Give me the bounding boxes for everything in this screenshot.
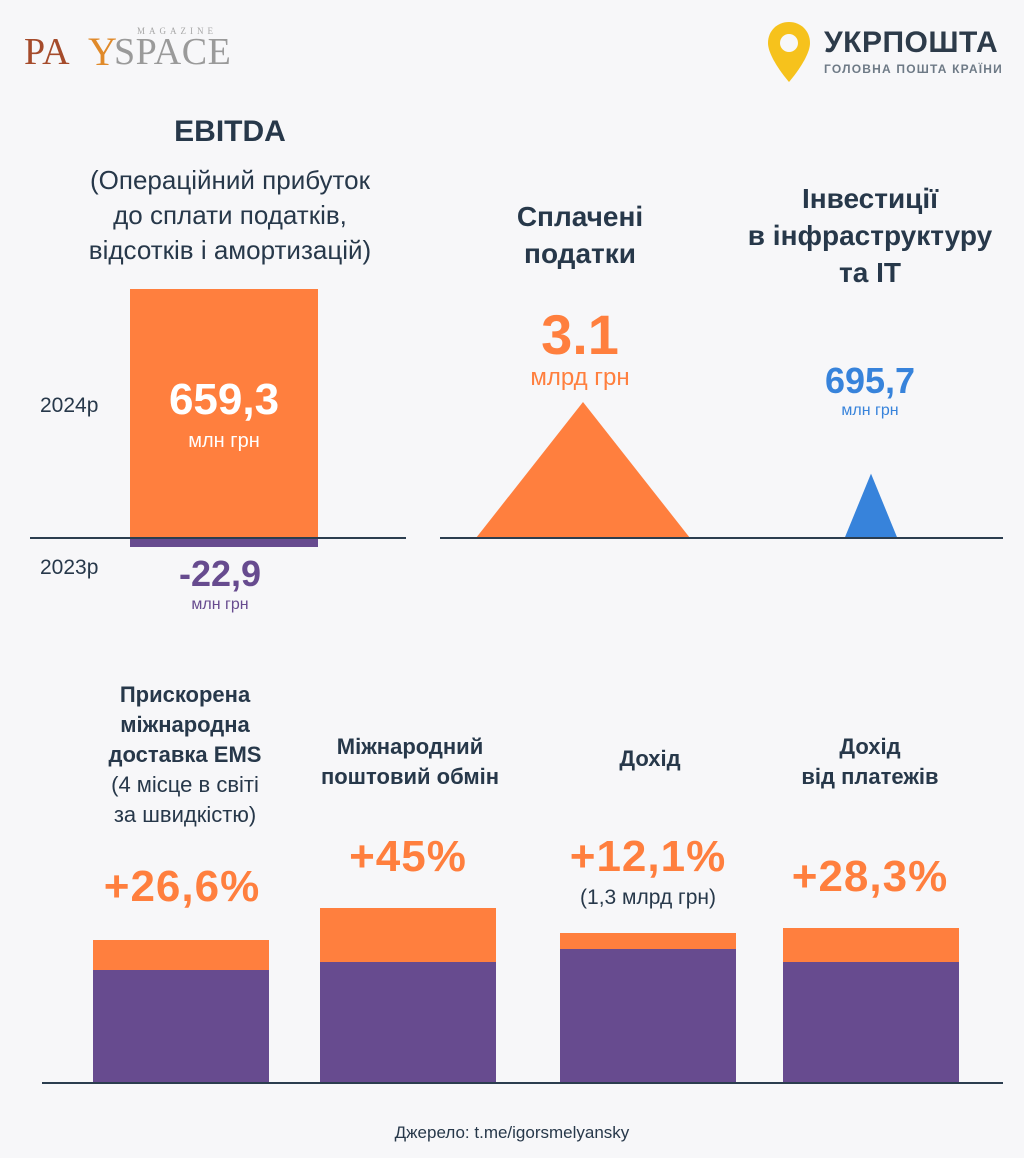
invest-title-line: в інфраструктуру [747,220,993,251]
ebitda-title: EBITDA [174,115,286,148]
ebitda-bar-2024 [130,289,318,538]
ems-title-line: доставка EMS [108,742,262,767]
payments-title-line: Дохід [839,734,901,759]
intl-mail-value: +45% [349,832,467,881]
invest-title-line: Інвестиції [801,183,939,214]
growth-bar-base [93,970,269,1082]
ebitda-unit-2024: млн грн [188,430,260,452]
ukrposhta-name: УКРПОШТА [824,26,999,59]
ebitda-value-2023: -22,9 [178,553,262,594]
growth-bar-increase [320,908,496,962]
ebitda-baseline [30,537,406,539]
ebitda-year-2024: 2024р [40,394,99,417]
bottom-baseline [42,1082,1003,1084]
payspace-logo-magazine: MAGAZINE [137,26,217,36]
growth-bar-increase [783,928,959,962]
ems-note-line: за швидкістю) [113,802,257,827]
revenue-value: +12,1% [569,832,727,881]
growth-bar-increase [93,940,269,970]
ems-note-line: (4 місце в світі [111,772,259,797]
ebitda-value-2024: 659,3 [168,375,280,424]
taxes-title-line: податки [524,238,636,269]
intl-mail-title-line: поштовий обмін [320,764,500,789]
payspace-logo-pa: PA [24,31,71,73]
location-pin-icon [768,22,810,82]
intl-mail-heading: Міжнародний поштовий обмін [300,732,520,792]
taxes-triangle [476,402,690,538]
revenue-heading: Дохід [550,744,750,774]
payspace-logo: MAGAZINE PA Y SPACE [24,20,239,76]
invest-title-line: та ІТ [839,257,901,288]
growth-bar-increase [560,932,736,949]
payspace-logo-y: Y [88,29,118,74]
taxes-title-line: Сплачені [516,201,644,232]
ebitda-subtitle-line: до сплати податків, [113,200,347,230]
payments-title-line: від платежів [801,764,939,789]
ebitda-unit-2023: млн грн [191,596,249,613]
payments-value: +28,3% [791,852,949,901]
taxes-unit: млрд грн [530,364,630,391]
growth-bar-base [783,962,959,1082]
ukrposhta-tagline: ГОЛОВНА ПОШТА КРАЇНИ [824,62,1003,76]
ebitda-year-2023: 2023р [40,556,99,579]
payspace-logo-space: SPACE [114,31,232,73]
invest-title: Інвестиції в інфраструктуру та ІТ [730,180,1010,291]
revenue-value-note: (1,3 млрд грн) [580,886,716,909]
payments-heading: Дохід від платежів [770,732,970,792]
top-right-baseline [440,537,1003,539]
ems-title-line: міжнародна [120,712,250,737]
invest-value: 695,7 [824,360,916,401]
ebitda-bar-2023 [130,538,318,547]
ebitda-subtitle-line: відсотків і амортизацій) [88,235,372,265]
ukrposhta-logo: УКРПОШТА ГОЛОВНА ПОШТА КРАЇНИ [766,20,1011,86]
taxes-title: Сплачені податки [470,198,690,272]
growth-bar-base [320,962,496,1082]
ems-value: +26,6% [103,862,261,911]
growth-bar-base [560,949,736,1082]
taxes-value: 3.1 [541,303,619,366]
invest-triangle [844,473,898,538]
ebitda-subtitle-line: (Операційний прибуток [90,165,370,195]
ems-heading: Прискорена міжнародна доставка EMS (4 мі… [70,680,300,830]
revenue-title-line: Дохід [619,746,681,771]
ebitda-subtitle: (Операційний прибуток до сплати податків… [30,163,430,268]
ems-title-line: Прискорена [119,682,251,707]
intl-mail-title-line: Міжнародний [336,734,484,759]
source-text: Джерело: t.me/igorsmelyansky [394,1123,630,1142]
invest-unit: млн грн [841,402,899,419]
